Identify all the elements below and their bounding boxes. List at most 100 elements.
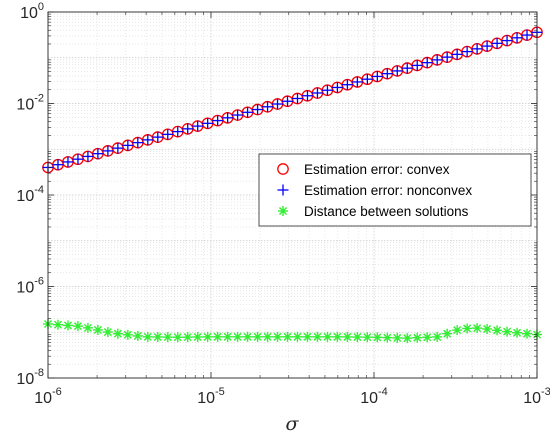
data-point bbox=[252, 104, 264, 116]
x-axis-label: σ bbox=[286, 413, 300, 435]
data-point bbox=[62, 156, 74, 168]
data-point bbox=[222, 112, 234, 124]
data-point bbox=[351, 76, 363, 88]
data-point bbox=[242, 331, 253, 342]
series-3 bbox=[43, 319, 542, 344]
data-point bbox=[522, 328, 533, 339]
data-point bbox=[492, 325, 503, 336]
data-point bbox=[82, 150, 94, 162]
data-point bbox=[341, 79, 353, 91]
x-tick-label: 10-6 bbox=[34, 386, 62, 407]
data-point bbox=[112, 328, 123, 339]
data-point bbox=[212, 331, 223, 342]
data-point bbox=[92, 148, 104, 160]
data-point bbox=[232, 109, 244, 121]
data-point bbox=[252, 331, 263, 342]
data-point bbox=[472, 323, 483, 334]
data-point bbox=[272, 331, 283, 342]
data-point bbox=[481, 40, 493, 52]
data-point bbox=[282, 95, 294, 107]
legend: Estimation error: convex Estimation error… bbox=[258, 153, 532, 227]
data-point bbox=[402, 333, 413, 344]
data-point bbox=[202, 331, 213, 342]
data-point bbox=[331, 81, 343, 93]
data-point bbox=[471, 43, 483, 55]
data-point bbox=[321, 84, 333, 96]
data-point bbox=[52, 319, 63, 330]
data-point bbox=[142, 331, 153, 342]
data-point bbox=[352, 332, 363, 343]
data-point bbox=[462, 323, 473, 334]
data-point bbox=[62, 320, 73, 331]
data-point bbox=[102, 145, 114, 157]
data-point bbox=[102, 327, 113, 338]
data-point bbox=[291, 92, 303, 104]
data-point bbox=[371, 70, 383, 82]
data-point bbox=[502, 326, 513, 337]
series-layer bbox=[42, 26, 543, 344]
data-point bbox=[182, 332, 193, 343]
data-point bbox=[501, 35, 513, 47]
data-point bbox=[372, 332, 383, 343]
data-point bbox=[82, 322, 93, 333]
data-point bbox=[401, 62, 413, 74]
data-point bbox=[521, 29, 533, 41]
y-tick-label: 10-6 bbox=[16, 276, 44, 297]
series-2 bbox=[42, 26, 543, 173]
legend-box bbox=[258, 153, 532, 227]
data-point bbox=[242, 106, 254, 118]
data-point bbox=[282, 331, 293, 342]
data-point bbox=[162, 128, 174, 140]
data-point bbox=[391, 65, 403, 77]
data-point bbox=[381, 68, 393, 80]
data-point bbox=[142, 134, 154, 146]
data-point bbox=[422, 332, 433, 343]
data-point bbox=[162, 332, 173, 343]
y-tick-label: 10-2 bbox=[16, 93, 44, 114]
legend-label: Distance between solutions bbox=[304, 204, 469, 219]
legend-item: Distance between solutions bbox=[278, 204, 469, 219]
data-point bbox=[152, 131, 164, 143]
data-point bbox=[431, 54, 443, 66]
data-point bbox=[442, 328, 453, 339]
data-point bbox=[322, 331, 333, 342]
data-point bbox=[292, 331, 303, 342]
data-point bbox=[262, 101, 274, 113]
x-tick-label: 10-3 bbox=[523, 386, 550, 407]
data-point bbox=[461, 46, 473, 58]
data-point bbox=[302, 331, 313, 342]
data-point bbox=[172, 126, 184, 138]
grid bbox=[47, 11, 538, 379]
data-point bbox=[52, 159, 64, 171]
data-point bbox=[72, 321, 83, 332]
data-point bbox=[311, 87, 323, 99]
data-point bbox=[482, 323, 493, 334]
legend-marker bbox=[277, 184, 289, 196]
data-point bbox=[122, 139, 134, 151]
data-point bbox=[122, 329, 133, 340]
legend-label: Estimation error: convex bbox=[304, 162, 450, 177]
data-point bbox=[392, 332, 403, 343]
data-point bbox=[232, 331, 243, 342]
data-point bbox=[342, 331, 353, 342]
data-point bbox=[432, 331, 443, 342]
data-point bbox=[452, 325, 463, 336]
data-point bbox=[192, 332, 203, 343]
data-point bbox=[202, 117, 214, 129]
x-tick-label: 10-5 bbox=[197, 386, 225, 407]
data-point bbox=[362, 332, 373, 343]
data-point bbox=[72, 153, 84, 165]
data-point bbox=[411, 59, 423, 71]
data-point bbox=[262, 331, 273, 342]
data-point bbox=[511, 32, 523, 44]
data-point bbox=[491, 37, 503, 49]
legend-item: Estimation error: convex bbox=[277, 162, 450, 177]
x-tick-label: 10-4 bbox=[360, 386, 388, 407]
data-point bbox=[132, 330, 143, 341]
legend-marker bbox=[278, 206, 288, 216]
y-tick-label: 10-8 bbox=[16, 367, 44, 388]
data-point bbox=[512, 327, 523, 338]
data-point bbox=[412, 332, 423, 343]
